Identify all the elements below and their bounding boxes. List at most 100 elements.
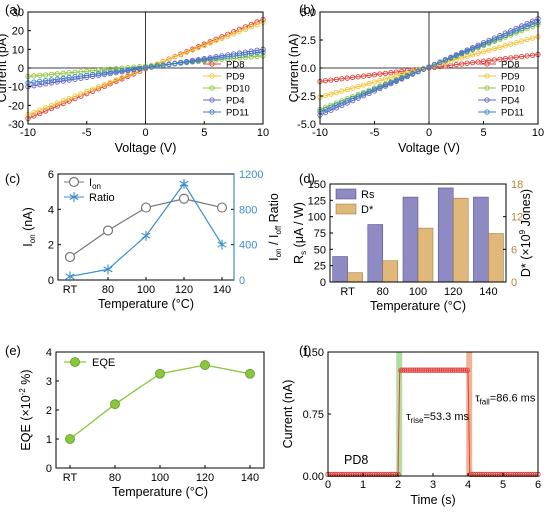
x-tick-label: 140	[479, 286, 497, 298]
data-point	[84, 72, 90, 78]
y-tick-label: 4	[46, 347, 52, 359]
data-point	[355, 83, 361, 90]
legend-marker	[484, 61, 490, 67]
y-tick-label: 75	[314, 228, 326, 240]
data-point	[95, 84, 102, 90]
data-point	[113, 68, 119, 75]
data-point	[529, 18, 536, 24]
star-stroke	[217, 241, 227, 248]
data-point	[377, 71, 383, 77]
data-point	[460, 367, 467, 373]
x-tick-label: -5	[370, 127, 380, 139]
data-point	[464, 48, 470, 54]
annotation-rise: τrise=53.3 ms	[406, 411, 469, 425]
data-point	[350, 95, 356, 101]
legend-marker	[70, 357, 80, 367]
data-point	[101, 71, 108, 78]
y-tick-label: 25	[314, 261, 326, 273]
data-point	[415, 68, 421, 75]
data-point	[119, 67, 125, 74]
y-axis-label: EQE (×10-2 %)	[18, 369, 33, 450]
data-point	[444, 367, 450, 373]
data-point	[101, 83, 108, 89]
data-point	[328, 91, 334, 97]
data-point	[475, 50, 481, 56]
data-point	[416, 367, 422, 373]
x-tick-label: 6	[535, 479, 541, 491]
bar-Rs	[402, 196, 419, 283]
data-point	[398, 367, 404, 373]
data-point	[236, 28, 243, 35]
data-point	[508, 30, 514, 36]
data-point	[201, 42, 207, 49]
data-point	[72, 93, 78, 99]
data-point	[412, 367, 419, 373]
star-stroke	[141, 232, 151, 239]
data-point	[355, 74, 361, 80]
data-point	[469, 59, 476, 66]
data-point	[519, 26, 525, 32]
data-point	[513, 40, 519, 46]
y-tick-label: 2	[46, 405, 52, 417]
y2-tick-label: 0	[239, 275, 245, 287]
data-point	[377, 84, 383, 90]
data-point	[333, 89, 339, 96]
y2-tick-label: 18	[511, 179, 523, 191]
data-point	[497, 35, 503, 41]
bar-Rs	[437, 187, 454, 283]
data-point	[350, 74, 356, 81]
data-point	[513, 28, 519, 34]
data-point	[219, 35, 225, 42]
data-point	[254, 21, 260, 28]
data-point	[31, 113, 37, 119]
x-tick-label: 100	[137, 284, 155, 296]
y2-tick-label: 12	[511, 212, 523, 224]
x-axis-label: Temperature (°C)	[98, 297, 194, 311]
data-point	[66, 74, 72, 81]
data-point	[31, 73, 37, 79]
x-tick-label: -5	[82, 127, 92, 139]
x-axis-label: Temperature (°C)	[370, 299, 466, 313]
panel-label: (d)	[299, 171, 315, 186]
data-point	[101, 81, 108, 88]
series-EQE	[65, 360, 255, 444]
data-point	[453, 53, 459, 59]
data-point	[431, 367, 437, 373]
panel-b: -10 -5 0 5 10 -5.0 -2.5 0.0 2.5 5.0 PD8PD9PD10PD4P…	[287, 2, 544, 155]
data-point	[236, 52, 243, 58]
bar-Dstar	[488, 233, 504, 283]
data-point	[200, 360, 210, 370]
data-point	[449, 367, 456, 373]
data-point	[377, 77, 383, 84]
data-point	[103, 264, 113, 275]
data-point	[344, 86, 350, 93]
data-point	[339, 100, 345, 106]
data-point	[333, 102, 339, 108]
series-Ion	[64, 193, 228, 263]
y-tick-label: -2.5	[297, 91, 316, 103]
legend-entry: PD10	[478, 84, 525, 95]
legend-label: Ratio	[89, 192, 115, 204]
data-point	[54, 100, 61, 106]
data-point	[328, 104, 334, 110]
y-axis-label: Current (nA)	[287, 34, 301, 103]
panel-label: (e)	[5, 343, 21, 358]
data-point	[78, 73, 84, 79]
y-tick-label: 0	[320, 277, 326, 289]
data-point	[451, 367, 458, 373]
x-tick-label: 120	[196, 472, 214, 484]
panel-label: (c)	[5, 171, 20, 186]
annotation-fall: τfall=86.6 ms	[475, 393, 536, 407]
series-PD8	[317, 51, 541, 85]
data-point	[333, 76, 339, 83]
data-point	[102, 225, 114, 236]
x-tick-label: -10	[20, 127, 36, 139]
x-tick-label: 5	[201, 127, 207, 139]
data-point	[248, 24, 254, 30]
data-point	[513, 54, 519, 60]
data-point	[446, 367, 452, 373]
data-point	[322, 92, 329, 99]
series-Ratio	[65, 178, 227, 282]
data-point	[399, 367, 406, 373]
